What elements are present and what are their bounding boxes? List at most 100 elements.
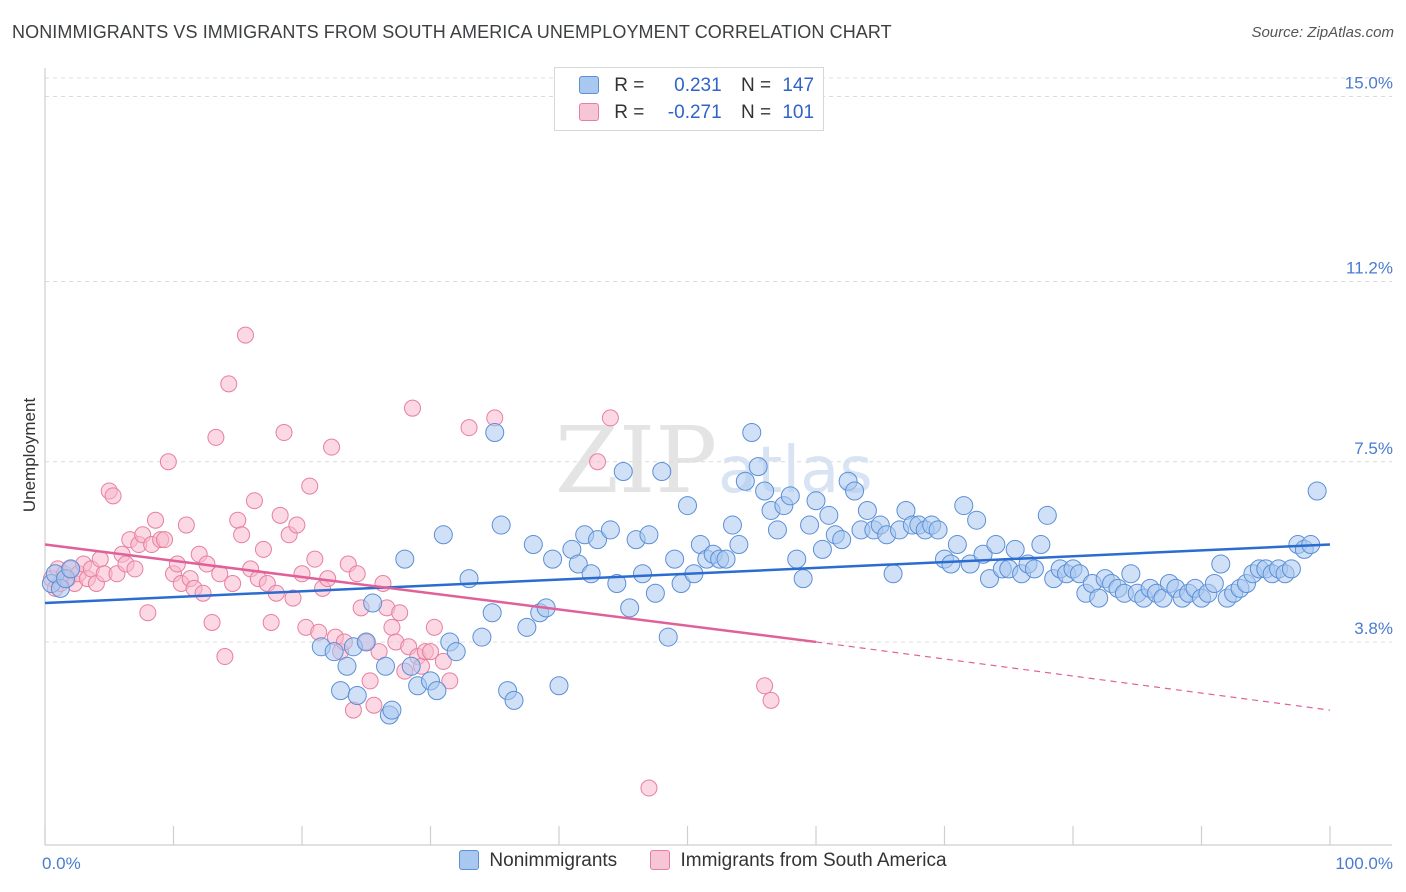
immigrants-point bbox=[168, 555, 186, 573]
nonimmigrants-point bbox=[401, 656, 421, 676]
immigrants-point bbox=[220, 375, 238, 393]
immigrants-point bbox=[159, 453, 177, 471]
nonimmigrants-point bbox=[613, 461, 633, 481]
n-label: N = bbox=[740, 102, 772, 123]
nonimmigrants-point bbox=[1031, 535, 1051, 555]
nonimmigrants-point bbox=[986, 535, 1006, 555]
immigrants-point bbox=[203, 613, 221, 631]
x-tick-label: 100.0% bbox=[1335, 854, 1393, 873]
immigrants-point bbox=[323, 438, 341, 456]
immigrants-point bbox=[224, 575, 242, 592]
axes bbox=[44, 68, 1392, 846]
r-value: -0.271 bbox=[667, 102, 722, 123]
y-tick-label: 7.5% bbox=[1354, 439, 1393, 458]
immigrants-trend-extension bbox=[815, 641, 1331, 711]
immigrants-point bbox=[441, 672, 459, 690]
nonimmigrants-point bbox=[549, 676, 569, 696]
r-value: 0.231 bbox=[674, 75, 722, 96]
nonimmigrants-point bbox=[1281, 559, 1301, 579]
nonimmigrants-point bbox=[748, 457, 768, 477]
nonimmigrants-point bbox=[780, 486, 800, 506]
nonimmigrants-point bbox=[1069, 564, 1089, 584]
immigrants-point bbox=[756, 677, 774, 695]
immigrants-point bbox=[284, 589, 302, 607]
x-tick-label: 0.0% bbox=[42, 854, 81, 873]
nonimmigrants-point bbox=[543, 549, 563, 569]
y-tick-label: 11.2% bbox=[1346, 259, 1393, 278]
nonimmigrants-point bbox=[947, 535, 967, 555]
nonimmigrants-point bbox=[472, 627, 492, 647]
nonimmigrants-point bbox=[482, 603, 502, 623]
nonimmigrants-point bbox=[735, 471, 755, 491]
immigrants-point bbox=[425, 618, 443, 636]
nonimmigrants-point bbox=[845, 481, 865, 501]
immigrants-point bbox=[288, 516, 306, 534]
nonimmigrants-point bbox=[588, 530, 608, 550]
immigrants-point bbox=[91, 550, 109, 568]
immigrants-point bbox=[233, 526, 251, 544]
nonimmigrants-point bbox=[517, 617, 537, 637]
immigrants-point bbox=[365, 696, 383, 714]
immigrants-point bbox=[306, 550, 324, 568]
immigrants-point bbox=[207, 428, 225, 446]
nonimmigrants-point bbox=[716, 549, 736, 569]
watermark: ZIP atlas bbox=[555, 407, 873, 514]
nonimmigrants-point bbox=[1121, 564, 1141, 584]
immigrants-point bbox=[361, 672, 379, 690]
immigrants-point bbox=[348, 565, 366, 583]
nonimmigrants-point bbox=[395, 549, 415, 569]
nonimmigrants-point bbox=[1024, 559, 1044, 579]
nonimmigrants-point bbox=[767, 520, 787, 540]
legend-label: Immigrants from South America bbox=[680, 850, 947, 871]
stats-row-immigrants: R = -0.271 N = 101 bbox=[579, 102, 814, 126]
n-value: 147 bbox=[782, 75, 815, 96]
nonimmigrants-point bbox=[620, 598, 640, 618]
immigrants-point bbox=[301, 477, 319, 495]
nonimmigrants-point bbox=[857, 500, 877, 520]
svg-text:ZIP: ZIP bbox=[555, 407, 717, 514]
nonimmigrants-point bbox=[491, 515, 511, 535]
immigrants-point bbox=[104, 487, 122, 505]
immigrants-point bbox=[640, 779, 658, 797]
immigrants-point bbox=[762, 691, 780, 709]
nonimmigrants-point bbox=[363, 593, 383, 613]
nonimmigrants-point bbox=[446, 642, 466, 662]
correlation-stats-box: R = 0.231 N = 147 R = -0.271 N = 101 bbox=[554, 67, 824, 131]
y-axis-label: Unemployment bbox=[20, 398, 39, 513]
nonimmigrants-point bbox=[523, 535, 543, 555]
nonimmigrants-point bbox=[1211, 554, 1231, 574]
immigrants-point bbox=[139, 604, 157, 622]
nonimmigrants-point bbox=[658, 627, 678, 647]
nonimmigrants-point bbox=[941, 554, 961, 574]
immigrants-point bbox=[271, 506, 289, 524]
immigrants-trend-line bbox=[44, 543, 817, 644]
blue-swatch bbox=[459, 850, 480, 870]
nonimmigrants-point bbox=[1005, 539, 1025, 559]
nonimmigrants-point bbox=[376, 656, 396, 676]
immigrants-point bbox=[229, 511, 247, 529]
n-value: 101 bbox=[782, 102, 815, 123]
nonimmigrants-point bbox=[832, 530, 852, 550]
nonimmigrants-point bbox=[607, 574, 627, 593]
immigrants-point bbox=[601, 409, 619, 427]
nonimmigrants-point bbox=[382, 700, 402, 720]
nonimmigrants-point bbox=[812, 539, 832, 559]
nonimmigrants-point bbox=[324, 642, 344, 662]
nonimmigrants-point bbox=[347, 686, 367, 706]
legend-item-nonimmigrants[interactable]: Nonimmigrants bbox=[459, 850, 617, 872]
nonimmigrants-point bbox=[954, 496, 974, 516]
nonimmigrants-point bbox=[568, 554, 588, 574]
immigrants-point bbox=[262, 613, 280, 631]
nonimmigrants-point bbox=[1204, 574, 1224, 593]
nonimmigrants-point bbox=[755, 481, 775, 501]
nonimmigrants-point bbox=[729, 535, 749, 555]
legend-item-immigrants[interactable]: Immigrants from South America bbox=[650, 850, 947, 872]
immigrants-point bbox=[194, 584, 212, 602]
nonimmigrants-point bbox=[356, 632, 376, 652]
immigrants-point bbox=[156, 531, 174, 549]
x-tick-labels: 0.0% 100.0% bbox=[42, 854, 1393, 873]
chart-title: NONIMMIGRANTS VS IMMIGRANTS FROM SOUTH A… bbox=[12, 22, 892, 42]
stats-row-nonimmigrants: R = 0.231 N = 147 bbox=[579, 75, 814, 99]
nonimmigrants-point bbox=[793, 569, 813, 589]
nonimmigrants-point bbox=[331, 681, 351, 701]
